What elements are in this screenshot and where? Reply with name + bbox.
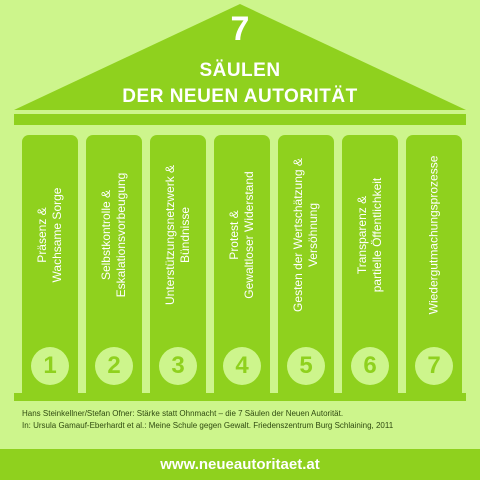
source-credit-line-2: In: Ursula Gamauf-Eberhardt et al.: Mein… [22,421,394,430]
pillar-3: Unterstützungsnetzwerk & Bündnisse 3 [150,135,206,393]
pillar-label-line-1: Gesten der Wertschätzung & [291,158,305,312]
pillar-label-line-1: Transparenz & [355,195,369,275]
pillar-label: Präsenz & Wachsame Sorge [35,145,65,325]
pillar-label: Transparenz & partielle Öffentlichkeit [355,145,385,325]
pillar-2: Selbstkontrolle & Eskalationsvorbeugung … [86,135,142,393]
pillar-label-line-2: partielle Öffentlichkeit [370,177,384,293]
pillar-label: Gesten der Wertschätzung & Versöhnung [291,145,321,325]
pillar-number-circle: 4 [223,347,261,385]
pillar-label-line-2: Gewaltloser Widerstand [242,171,256,299]
pillar-number-circle: 2 [95,347,133,385]
pillar-number-circle: 3 [159,347,197,385]
pillar-label-line-2: Eskalationsvorbeugung [114,172,128,298]
pillar-label-line-1: Unterstützungsnetzwerk & [163,164,177,306]
pillar-label-line-1: Selbstkontrolle & [99,189,113,281]
pillar-label: Unterstützungsnetzwerk & Bündnisse [163,145,193,325]
pillar-5: Gesten der Wertschätzung & Versöhnung 5 [278,135,334,393]
pillar-base [14,393,466,401]
pillar-label-line-1: Präsenz & [35,207,49,263]
pillar-label: Wiedergutmachungsprozesse [427,145,442,325]
roof-beam [14,114,466,125]
footer-website-url: www.neueautoritaet.at [0,449,480,480]
pillar-7: Wiedergutmachungsprozesse 7 [406,135,462,393]
pillar-label: Protest & Gewaltloser Widerstand [227,145,257,325]
pillar-label-line-2: Bündnisse [178,206,192,264]
pillar-1: Präsenz & Wachsame Sorge 1 [22,135,78,393]
pillar-number-circle: 6 [351,347,389,385]
pillar-number-circle: 1 [31,347,69,385]
pillar-label-line-1: Protest & [227,210,241,260]
title-number: 7 [230,10,250,48]
source-credit-line-1: Hans Steinkellner/Stefan Ofner: Stärke s… [22,409,344,418]
pillar-number-circle: 7 [415,347,453,385]
title-line-1: SÄULEN [199,60,281,81]
pillar-label-line-1: Wiedergutmachungsprozesse [426,155,441,315]
roof-shape [14,4,466,110]
pillar-label: Selbstkontrolle & Eskalationsvorbeugung [99,145,129,325]
title-line-2: DER NEUEN AUTORITÄT [122,86,358,107]
pillar-number-circle: 5 [287,347,325,385]
pillar-label-line-2: Versöhnung [306,202,320,268]
pillar-4: Protest & Gewaltloser Widerstand 4 [214,135,270,393]
pillar-label-line-2: Wachsame Sorge [50,187,64,283]
pillar-6: Transparenz & partielle Öffentlichkeit 6 [342,135,398,393]
